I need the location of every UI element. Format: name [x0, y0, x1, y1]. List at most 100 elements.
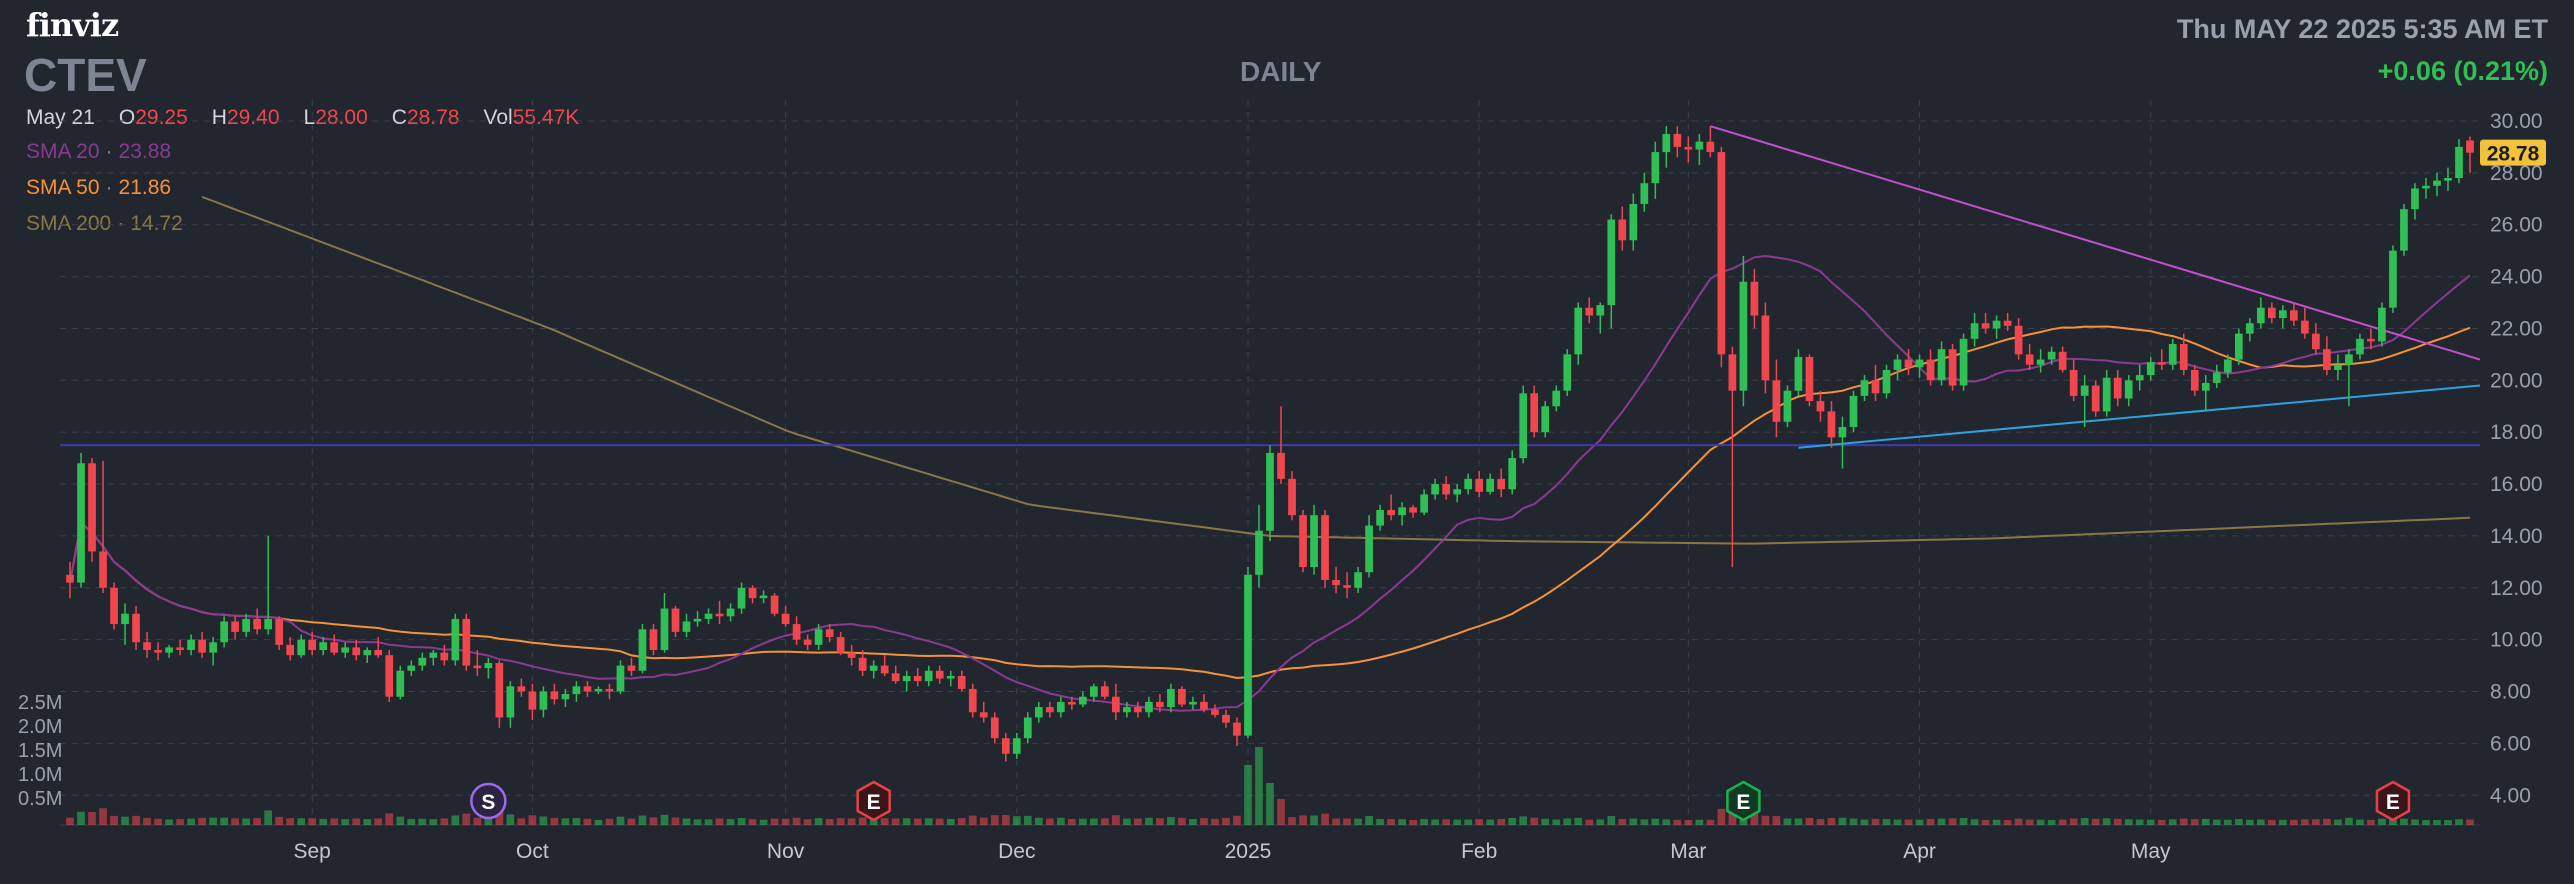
- volume-bar: [2278, 819, 2287, 825]
- candle-body: [1023, 717, 1032, 739]
- volume-bar: [550, 817, 559, 825]
- candle-body: [891, 673, 900, 682]
- volume-bar: [352, 818, 361, 825]
- candle-body: [1882, 369, 1891, 394]
- sma50-legend[interactable]: SMA 50 · 21.86: [26, 176, 172, 199]
- candle-body: [924, 670, 933, 682]
- candlesticks: [66, 126, 2474, 762]
- candle-body: [660, 608, 669, 651]
- timeframe-label[interactable]: DAILY: [1240, 56, 1322, 87]
- x-tick-label: Feb: [1461, 840, 1497, 863]
- volume-bar: [2003, 820, 2012, 825]
- volume-bar: [990, 815, 999, 825]
- candle-body: [1717, 152, 1726, 355]
- candle-body: [1519, 393, 1528, 459]
- candle-body: [1156, 701, 1164, 708]
- candle-body: [2278, 310, 2287, 319]
- candle-body: [1607, 219, 1616, 306]
- volume-bar: [187, 818, 195, 825]
- candle-body: [275, 618, 284, 645]
- volume-bar: [594, 819, 603, 825]
- candle-body: [2234, 333, 2243, 360]
- candle-body: [2378, 307, 2386, 342]
- volume-bar: [1761, 815, 1770, 825]
- volume-bars: [66, 747, 2474, 825]
- volume-bar: [2113, 818, 2122, 825]
- candle-body: [1783, 390, 1792, 422]
- candle-body: [759, 595, 768, 599]
- volume-bar: [1706, 819, 1715, 825]
- candle-body: [1376, 509, 1384, 526]
- candle-body: [1200, 701, 1208, 710]
- volume-bar: [1255, 747, 1263, 825]
- candle-body: [979, 712, 988, 718]
- candle-body: [726, 608, 735, 617]
- earnings-event-marker[interactable]: E: [1726, 780, 1761, 822]
- open-label: O: [118, 106, 136, 129]
- volume-bar: [1211, 818, 1219, 825]
- earnings-event-marker[interactable]: E: [2375, 780, 2411, 822]
- volume-bar: [1277, 799, 1285, 825]
- candle-body: [1178, 688, 1186, 705]
- candle-body: [1981, 323, 1990, 329]
- volume-bar: [2069, 818, 2078, 825]
- candle-body: [2069, 369, 2078, 396]
- candle-body: [220, 621, 228, 643]
- volume-bar: [1717, 808, 1726, 825]
- sma20-legend[interactable]: SMA 20 · 23.88: [26, 140, 172, 163]
- sma200-legend[interactable]: SMA 200 · 14.72: [26, 212, 183, 235]
- candle-body: [132, 613, 140, 643]
- volume-bar: [748, 819, 757, 825]
- volume-bar: [396, 816, 405, 825]
- volume-bar: [539, 816, 548, 825]
- candle-body: [429, 652, 438, 658]
- candle-body: [385, 655, 394, 697]
- candle-body: [473, 665, 482, 669]
- volume-bar: [121, 816, 129, 825]
- volume-bar: [2234, 819, 2243, 825]
- volume-bar: [1244, 765, 1252, 825]
- resistance-trendline: [1710, 125, 2481, 361]
- candle-body: [1816, 401, 1825, 412]
- candle-body: [330, 642, 339, 653]
- earnings-marker-shape: [856, 780, 891, 822]
- volume-bar: [143, 817, 151, 825]
- candle-body: [781, 613, 790, 625]
- candle-body: [1354, 572, 1362, 588]
- candle-body: [110, 587, 118, 625]
- candle-body: [2400, 209, 2408, 251]
- volume-bar: [1101, 818, 1109, 825]
- earnings-event-marker[interactable]: E: [856, 780, 891, 822]
- candle-body: [1695, 141, 1704, 150]
- volume-bar: [682, 818, 691, 825]
- candle-body: [187, 639, 195, 651]
- volume-bar: [2400, 818, 2408, 825]
- candle-body: [264, 618, 273, 630]
- candle-body: [99, 551, 107, 588]
- volume-bar: [770, 818, 779, 825]
- volume-bar: [242, 818, 250, 825]
- volume-bar: [418, 818, 427, 825]
- event-marker-label: E: [867, 791, 881, 814]
- candle-body: [2367, 338, 2375, 342]
- volume-bar: [1772, 816, 1781, 825]
- candle-body: [616, 665, 625, 692]
- volume-bar: [1640, 819, 1649, 825]
- x-tick-label: Sep: [294, 840, 331, 863]
- finviz-logo[interactable]: finviz: [26, 6, 119, 44]
- volume-bar: [781, 818, 790, 825]
- candle-body: [484, 662, 493, 669]
- candle-body: [682, 621, 691, 632]
- volume-bar: [2190, 819, 2199, 825]
- volume-bar: [2433, 820, 2441, 825]
- candle-body: [1332, 580, 1340, 586]
- volume-bar: [1970, 819, 1979, 825]
- volume-bar: [1871, 818, 1880, 825]
- split-event-marker[interactable]: S: [470, 782, 507, 820]
- volume-bar: [825, 818, 834, 825]
- volume-bar: [1684, 819, 1693, 825]
- volume-bar: [1464, 819, 1473, 825]
- candle-body: [396, 670, 405, 697]
